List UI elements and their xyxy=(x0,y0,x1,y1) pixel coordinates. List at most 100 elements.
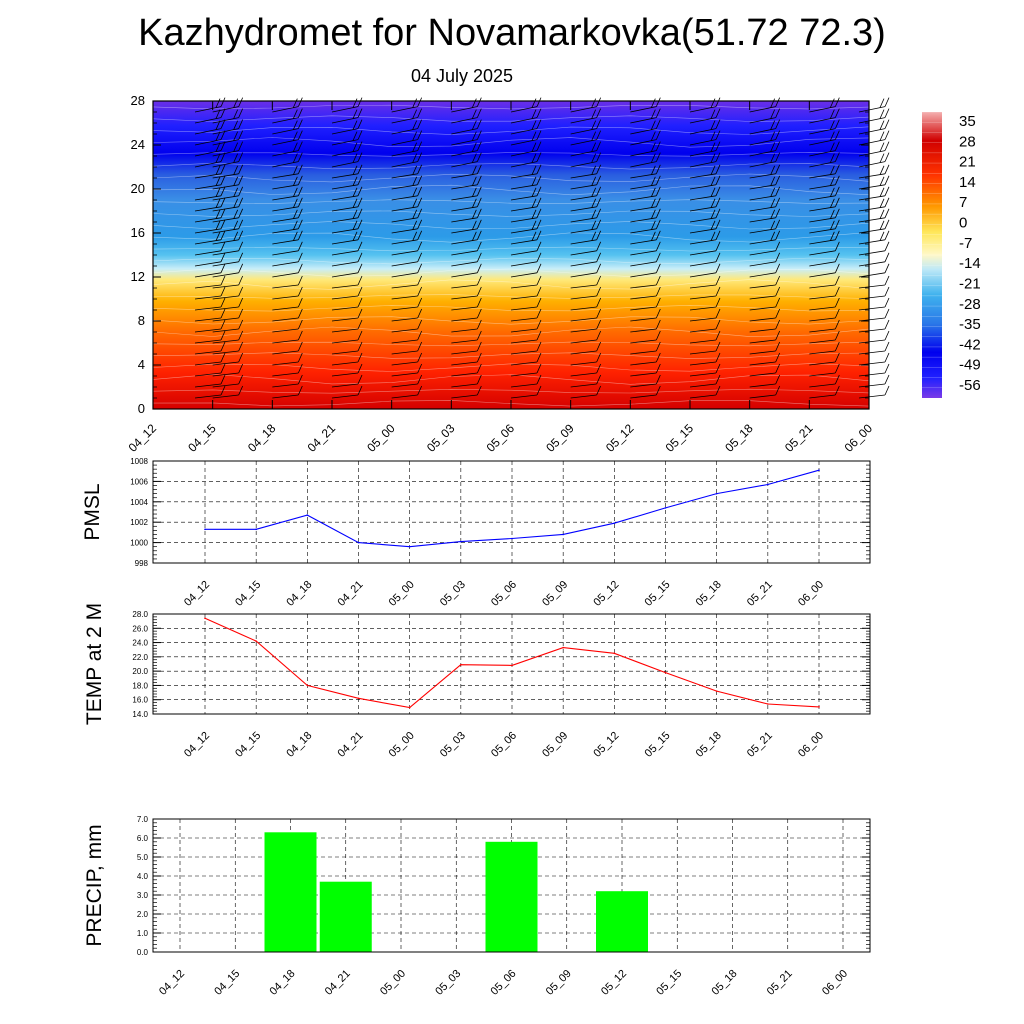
wind-barb-staff xyxy=(212,117,239,124)
wind-barb-flag xyxy=(775,319,781,330)
x-tick-label: 05_12 xyxy=(603,421,637,455)
wind-barb-flag xyxy=(471,198,477,208)
wind-barb-flag xyxy=(238,341,244,352)
y-tick-label: 998 xyxy=(135,559,149,568)
wind-barb-staff xyxy=(570,139,597,146)
wind-barb xyxy=(689,152,721,168)
wind-barb-flag xyxy=(352,220,358,230)
wind-barb-flag xyxy=(471,98,477,108)
wind-barb xyxy=(451,297,482,311)
wind-barb-staff xyxy=(272,261,299,267)
wind-barb-staff xyxy=(809,228,836,234)
wind-barb-staff xyxy=(510,361,538,366)
wind-barb-flag xyxy=(596,385,602,396)
wind-barb-staff xyxy=(689,339,717,344)
wind-barb-flag xyxy=(834,219,840,229)
y-tick-label: 1006 xyxy=(130,477,148,486)
wind-barb-staff xyxy=(331,372,359,377)
wind-barb-staff xyxy=(809,150,836,157)
wind-barb-flag xyxy=(215,109,221,119)
wind-barb-flag xyxy=(412,120,418,130)
wind-barb-staff xyxy=(749,372,776,377)
wind-barb xyxy=(570,330,602,344)
wind-barb xyxy=(272,275,303,289)
wind-barb xyxy=(212,385,244,399)
wind-barb xyxy=(630,252,661,267)
wind-barb xyxy=(391,374,423,388)
wind-barb-flag xyxy=(715,175,721,185)
wind-barb xyxy=(510,208,542,223)
wind-barb-flag xyxy=(417,297,423,308)
wind-barb xyxy=(212,175,244,190)
wind-barb-flag xyxy=(238,230,244,240)
wind-barb-flag xyxy=(471,220,477,230)
wind-barb-flag xyxy=(220,352,226,363)
wind-barb-flag xyxy=(417,341,423,352)
wind-barb-flag xyxy=(715,385,721,396)
wind-barb-flag xyxy=(834,275,840,286)
wind-barb-flag xyxy=(357,252,363,262)
wind-barb-flag xyxy=(476,263,482,273)
wind-barb-flag xyxy=(775,374,781,385)
wind-barb-flag xyxy=(775,119,781,129)
wind-barb-flag xyxy=(715,152,721,162)
contour-line xyxy=(152,173,870,183)
wind-barb-staff xyxy=(749,173,776,179)
plot-frame xyxy=(152,818,871,953)
x-tick-label: 05_00 xyxy=(364,421,398,455)
wind-barb xyxy=(630,308,661,322)
wind-barb-staff xyxy=(331,128,359,135)
wind-barb xyxy=(630,119,661,135)
wind-barb xyxy=(391,119,423,135)
wind-barb-flag xyxy=(596,197,602,207)
x-tick-label: 05_06 xyxy=(489,968,519,998)
wind-barb-staff xyxy=(272,173,299,179)
wind-barb xyxy=(212,97,244,113)
wind-barb-staff xyxy=(212,228,239,234)
wind-barb-flag xyxy=(238,175,244,185)
contour-line xyxy=(152,162,870,170)
wind-barb-flag xyxy=(536,97,542,107)
wind-barb-flag xyxy=(357,363,363,374)
wind-barb xyxy=(510,219,542,234)
wind-barb-flag xyxy=(834,252,840,262)
wind-barb xyxy=(451,197,482,212)
wind-barb-staff xyxy=(510,317,538,322)
contour-line xyxy=(152,326,870,337)
wind-barb xyxy=(194,385,226,399)
wind-barb-flag xyxy=(879,142,885,152)
wind-barb-staff xyxy=(391,261,418,267)
wind-barb-staff xyxy=(272,250,299,256)
wind-barb xyxy=(630,186,661,201)
wind-barb xyxy=(630,341,661,355)
wind-barb-staff xyxy=(630,206,657,212)
wind-barb-flag xyxy=(215,142,221,152)
wind-barb-staff xyxy=(451,184,478,190)
wind-barb xyxy=(272,330,303,344)
wind-barb-flag xyxy=(650,98,656,108)
wind-barb-staff xyxy=(749,394,776,399)
wind-barb-staff xyxy=(858,284,886,289)
wind-barb-flag xyxy=(596,175,602,185)
wind-barb-flag xyxy=(357,297,363,308)
y-tick-label: 1.0 xyxy=(137,929,149,938)
y-tick-label: 26.0 xyxy=(132,624,148,633)
y-tick-label: 28 xyxy=(131,93,145,108)
wind-barb xyxy=(858,197,890,212)
wind-barb-flag xyxy=(884,341,890,352)
wind-barb-staff xyxy=(749,195,776,201)
wind-barb-flag xyxy=(710,109,716,119)
wind-barb-staff xyxy=(749,117,776,124)
wind-barb-flag xyxy=(655,297,661,308)
wind-barb-flag xyxy=(292,98,298,108)
wind-barb-flag xyxy=(834,208,840,218)
wind-barb xyxy=(194,97,226,113)
wind-barb-flag xyxy=(596,97,602,107)
wind-barb-flag xyxy=(770,198,776,208)
wind-barb-staff xyxy=(272,139,299,146)
wind-barb xyxy=(689,241,721,256)
wind-barb-staff xyxy=(570,150,597,157)
wind-barb-flag xyxy=(829,209,835,219)
wind-barb-flag xyxy=(238,141,244,151)
wind-barb xyxy=(194,352,226,366)
